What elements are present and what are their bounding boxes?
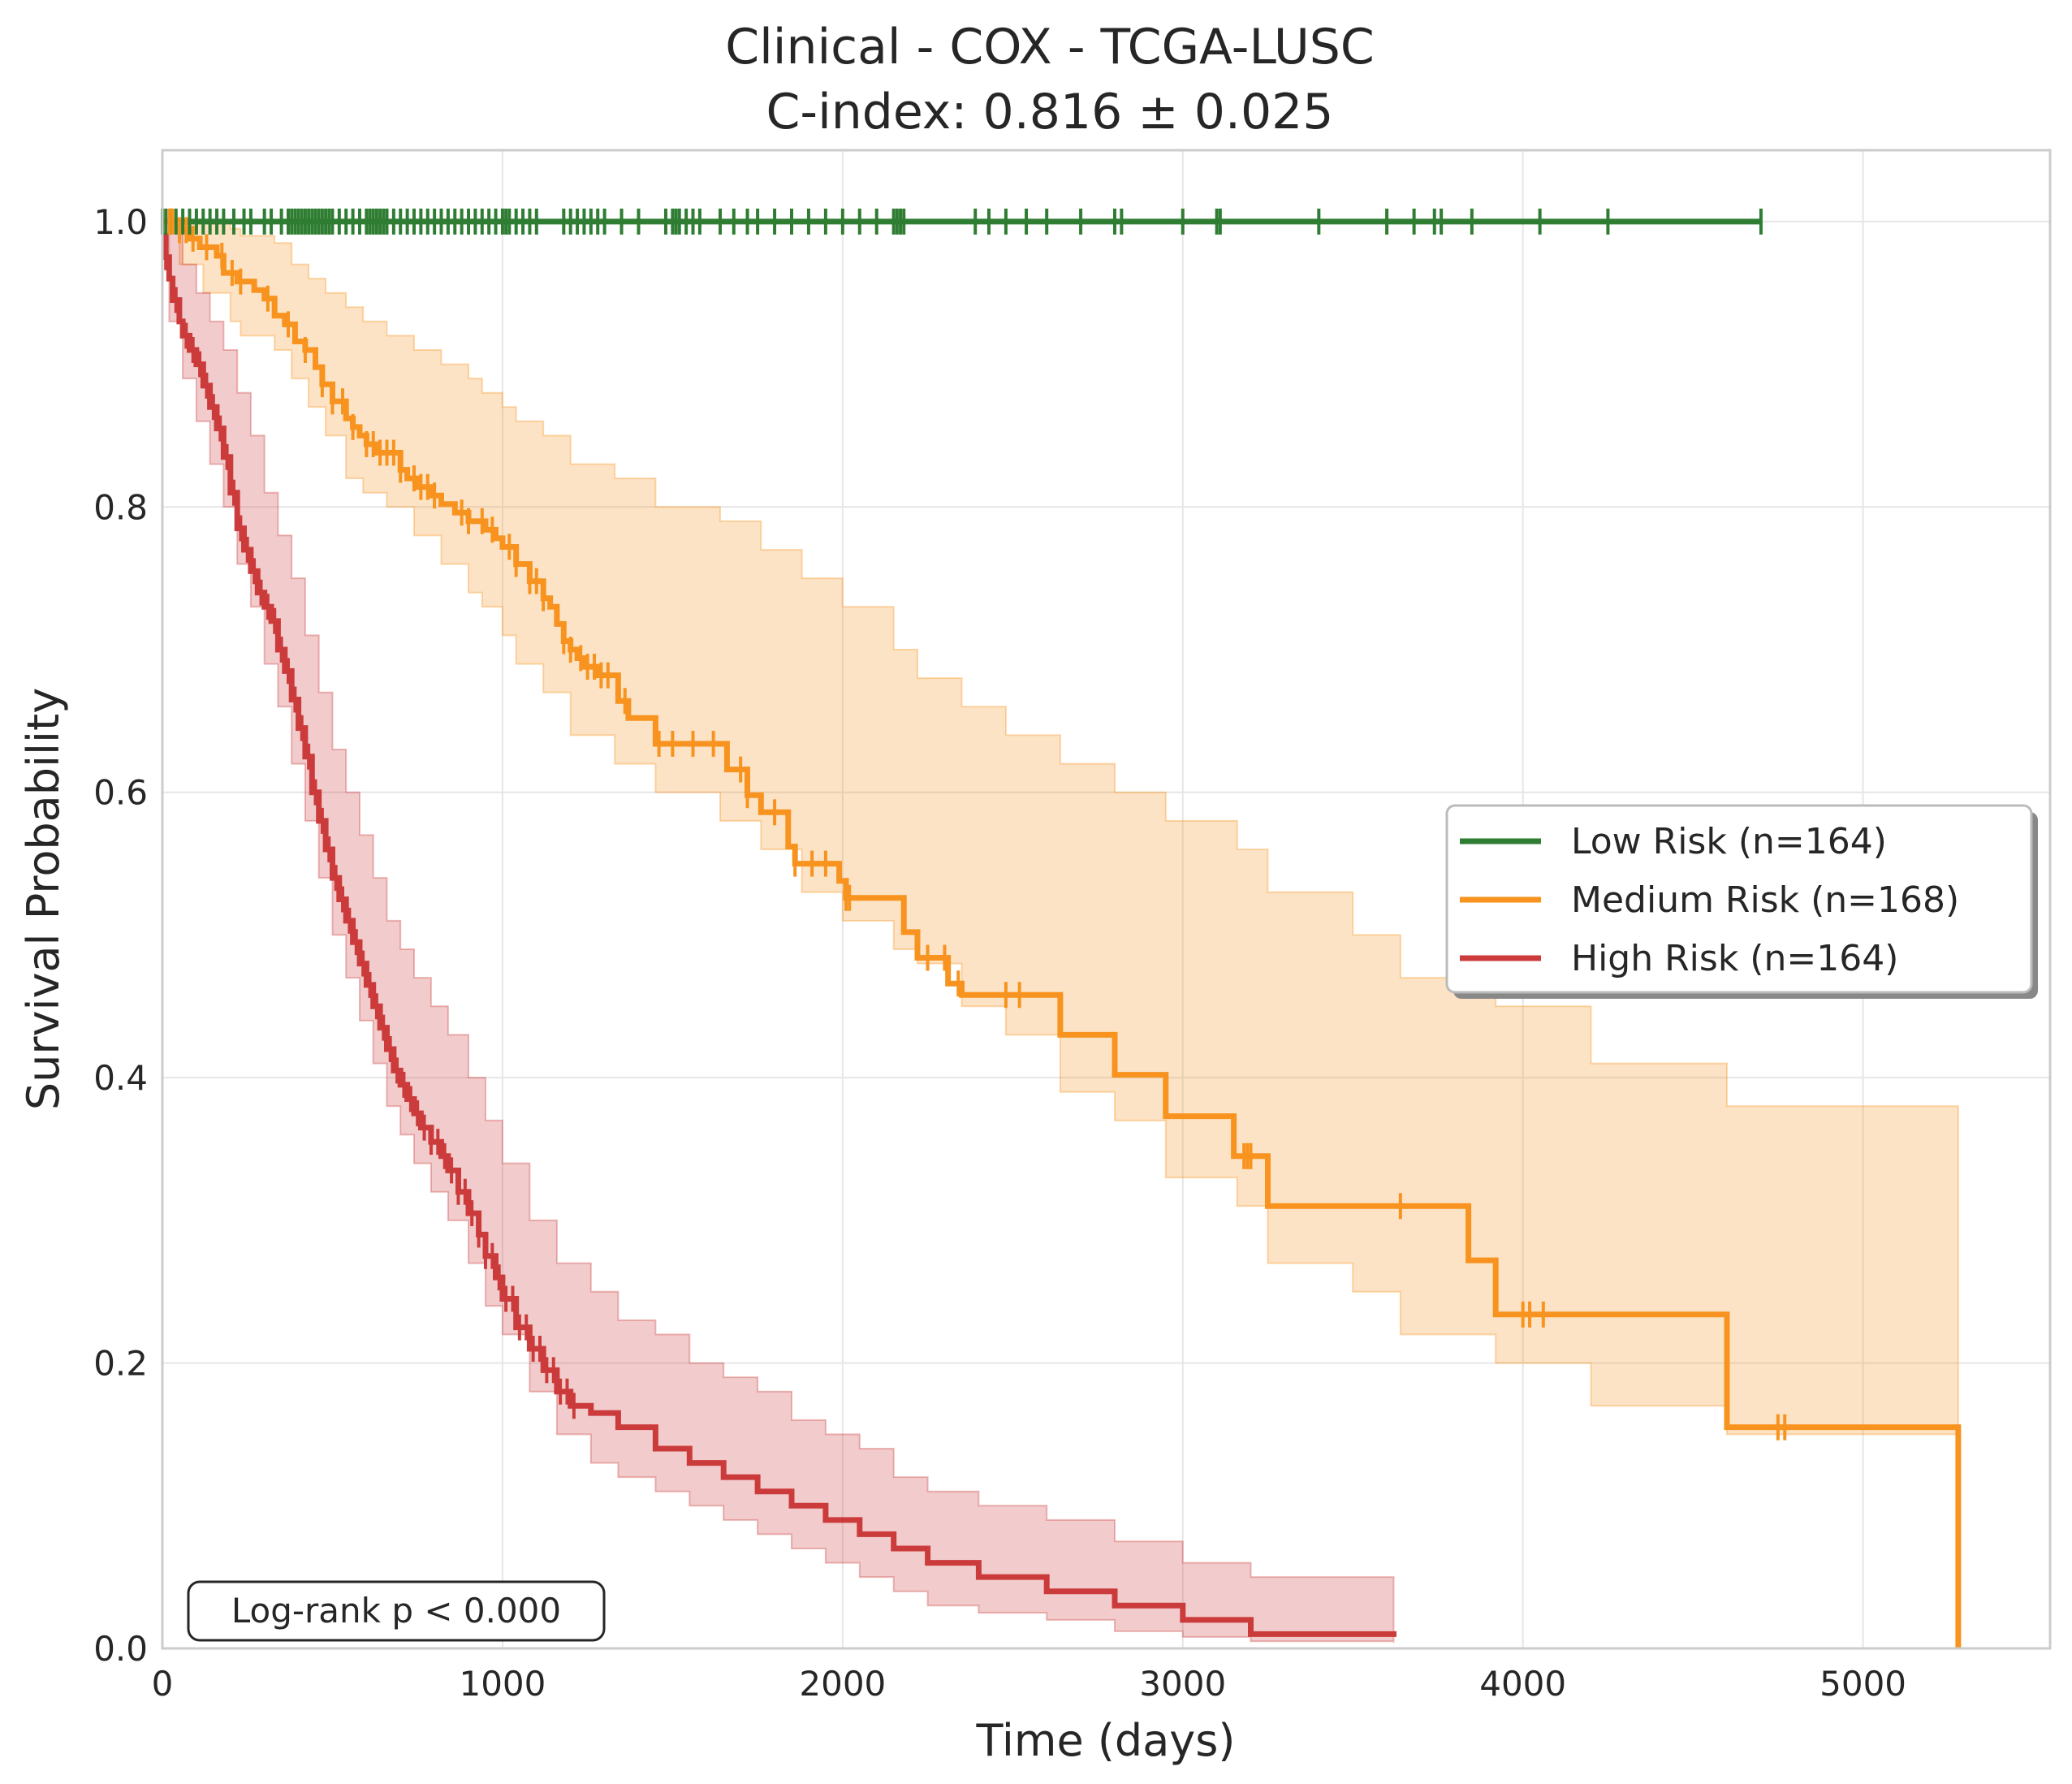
low-risk-censors	[161, 208, 1763, 235]
medium-risk-survival-line	[162, 218, 1962, 1648]
x-tick-label: 1000	[459, 1664, 546, 1704]
legend-box	[1445, 804, 2033, 994]
low-risk-legend-label: Low Risk (n=164)	[1571, 821, 1887, 862]
x-tick-label: 4000	[1479, 1664, 1566, 1704]
x-axis-ticks: 0 1000 2000 3000 4000 5000	[152, 1664, 1906, 1704]
y-tick-label: 0.6	[93, 773, 148, 813]
x-tick-label: 5000	[1819, 1664, 1906, 1704]
censor-marks	[161, 208, 1787, 1441]
y-axis-ticks: 0.0 0.2 0.4 0.6 0.8 1.0	[93, 202, 148, 1669]
medium-risk-legend-label: Medium Risk (n=168)	[1571, 879, 1959, 921]
legend-items: Low Risk (n=164) Medium Risk (n=168) High …	[1460, 821, 1959, 979]
high-risk-survival-line	[162, 232, 1396, 1637]
y-tick-label: 0.0	[93, 1629, 148, 1669]
medium-risk-censors	[167, 208, 1787, 1441]
chart-subtitle: C-index: 0.816 ± 0.025	[766, 84, 1334, 140]
y-axis-label: Survival Probability	[18, 688, 69, 1110]
y-tick-label: 0.4	[93, 1058, 148, 1098]
high-risk-legend-label: High Risk (n=164)	[1571, 938, 1898, 979]
legend: Low Risk (n=164) Medium Risk (n=168) High …	[1445, 804, 2038, 999]
x-tick-label: 0	[152, 1664, 174, 1704]
y-tick-label: 0.8	[93, 487, 148, 527]
chart-title: Clinical - COX - TCGA-LUSC	[725, 19, 1375, 76]
high-risk-ci-band	[162, 220, 1395, 1643]
y-tick-label: 0.2	[93, 1344, 148, 1384]
logrank-annotation: Log-rank p < 0.000	[187, 1580, 606, 1642]
x-axis-label: Time (days)	[976, 1715, 1236, 1766]
x-tick-label: 2000	[799, 1664, 886, 1704]
annotation-box	[187, 1580, 606, 1642]
plot-frame	[161, 149, 2052, 1650]
y-tick-label: 1.0	[93, 202, 148, 242]
x-tick-label: 3000	[1139, 1664, 1226, 1704]
high-risk-censors	[164, 244, 576, 1419]
annotation-text: Log-rank p < 0.000	[231, 1591, 561, 1631]
